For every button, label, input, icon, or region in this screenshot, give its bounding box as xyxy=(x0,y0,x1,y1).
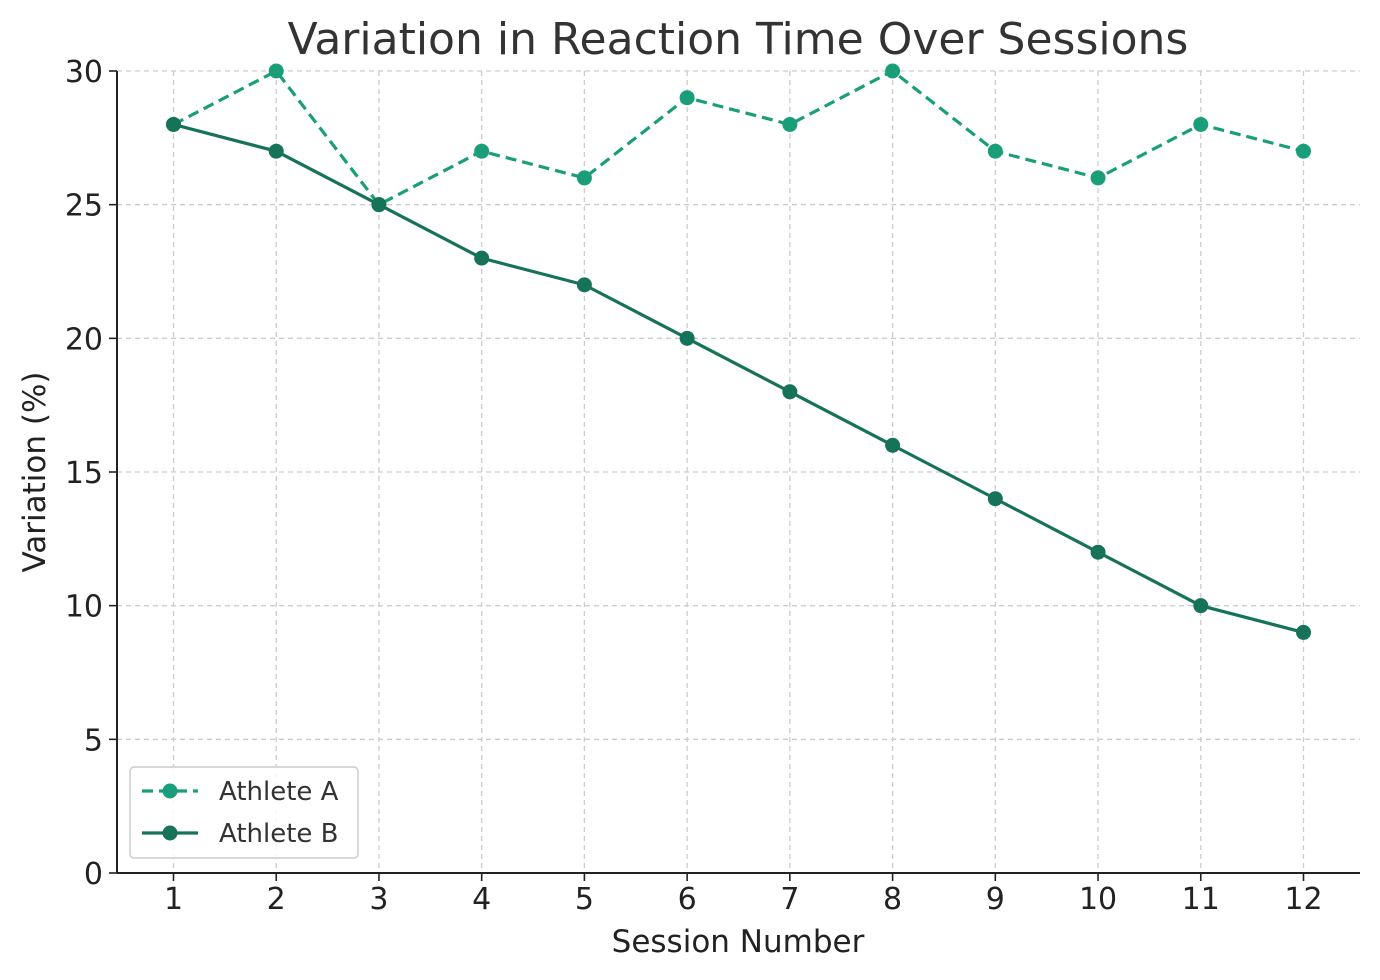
x-tick-label: 1 xyxy=(164,882,183,917)
series-1-point xyxy=(268,63,284,79)
series-2 xyxy=(166,116,1311,640)
series-2-point xyxy=(782,384,798,400)
series-1-point xyxy=(474,143,490,159)
series-2-point xyxy=(576,277,592,293)
legend: Athlete A Athlete B xyxy=(129,766,359,859)
x-tick-label: 11 xyxy=(1182,882,1220,917)
series-1-point xyxy=(1090,170,1106,186)
x-tick-label: 7 xyxy=(780,882,799,917)
x-axis-label: Session Number xyxy=(612,924,865,960)
chart-title: Variation in Reaction Time Over Sessions xyxy=(288,14,1189,65)
series-1-point xyxy=(782,116,798,132)
x-tick-label: 12 xyxy=(1284,882,1322,917)
y-tick-label: 10 xyxy=(65,590,103,625)
x-tick-label: 6 xyxy=(678,882,697,917)
series-2-point xyxy=(987,491,1003,507)
y-tick-label: 0 xyxy=(84,857,103,892)
series-1-point xyxy=(987,143,1003,159)
legend-label: Athlete B xyxy=(219,819,339,849)
legend-swatch-marker xyxy=(162,783,178,799)
x-tick-label: 8 xyxy=(883,882,902,917)
x-axis-ticks: 1 2 3 4 5 6 7 8 9 10 11 12 xyxy=(164,873,1323,917)
series-1-point xyxy=(679,90,695,106)
series-2-point xyxy=(268,143,284,159)
series-1-point xyxy=(1193,116,1209,132)
x-tick-label: 5 xyxy=(575,882,594,917)
series-2-point xyxy=(166,116,181,132)
y-tick-label: 15 xyxy=(65,456,103,491)
x-tick-label: 9 xyxy=(986,882,1005,917)
series-layer xyxy=(166,63,1311,640)
series-2-point xyxy=(679,330,695,346)
series-2-line xyxy=(173,122,1304,634)
series-1-point xyxy=(1296,143,1311,159)
legend-swatch-marker xyxy=(162,825,178,841)
series-2-point xyxy=(885,437,901,453)
x-tick-label: 4 xyxy=(472,882,491,917)
series-2-point xyxy=(1193,598,1209,614)
series-2-point xyxy=(1296,624,1311,640)
series-2-point xyxy=(474,250,490,266)
legend-label: Athlete A xyxy=(219,777,339,807)
x-tick-label: 10 xyxy=(1079,882,1117,917)
y-tick-label: 20 xyxy=(65,322,103,357)
y-axis-label: Variation (%) xyxy=(17,371,53,572)
y-axis-ticks: 0 5 10 15 20 25 30 xyxy=(65,55,117,892)
x-tick-label: 3 xyxy=(369,882,388,917)
y-tick-label: 5 xyxy=(84,723,103,758)
y-tick-label: 30 xyxy=(65,55,103,90)
y-tick-label: 25 xyxy=(65,189,103,224)
series-2-point xyxy=(1090,544,1106,560)
series-1 xyxy=(166,63,1311,213)
series-1-point xyxy=(885,63,901,79)
series-2-point xyxy=(371,197,387,213)
x-tick-label: 2 xyxy=(267,882,286,917)
series-1-point xyxy=(576,170,592,186)
series-1-line xyxy=(172,69,1304,207)
grid-lines xyxy=(117,70,1360,874)
